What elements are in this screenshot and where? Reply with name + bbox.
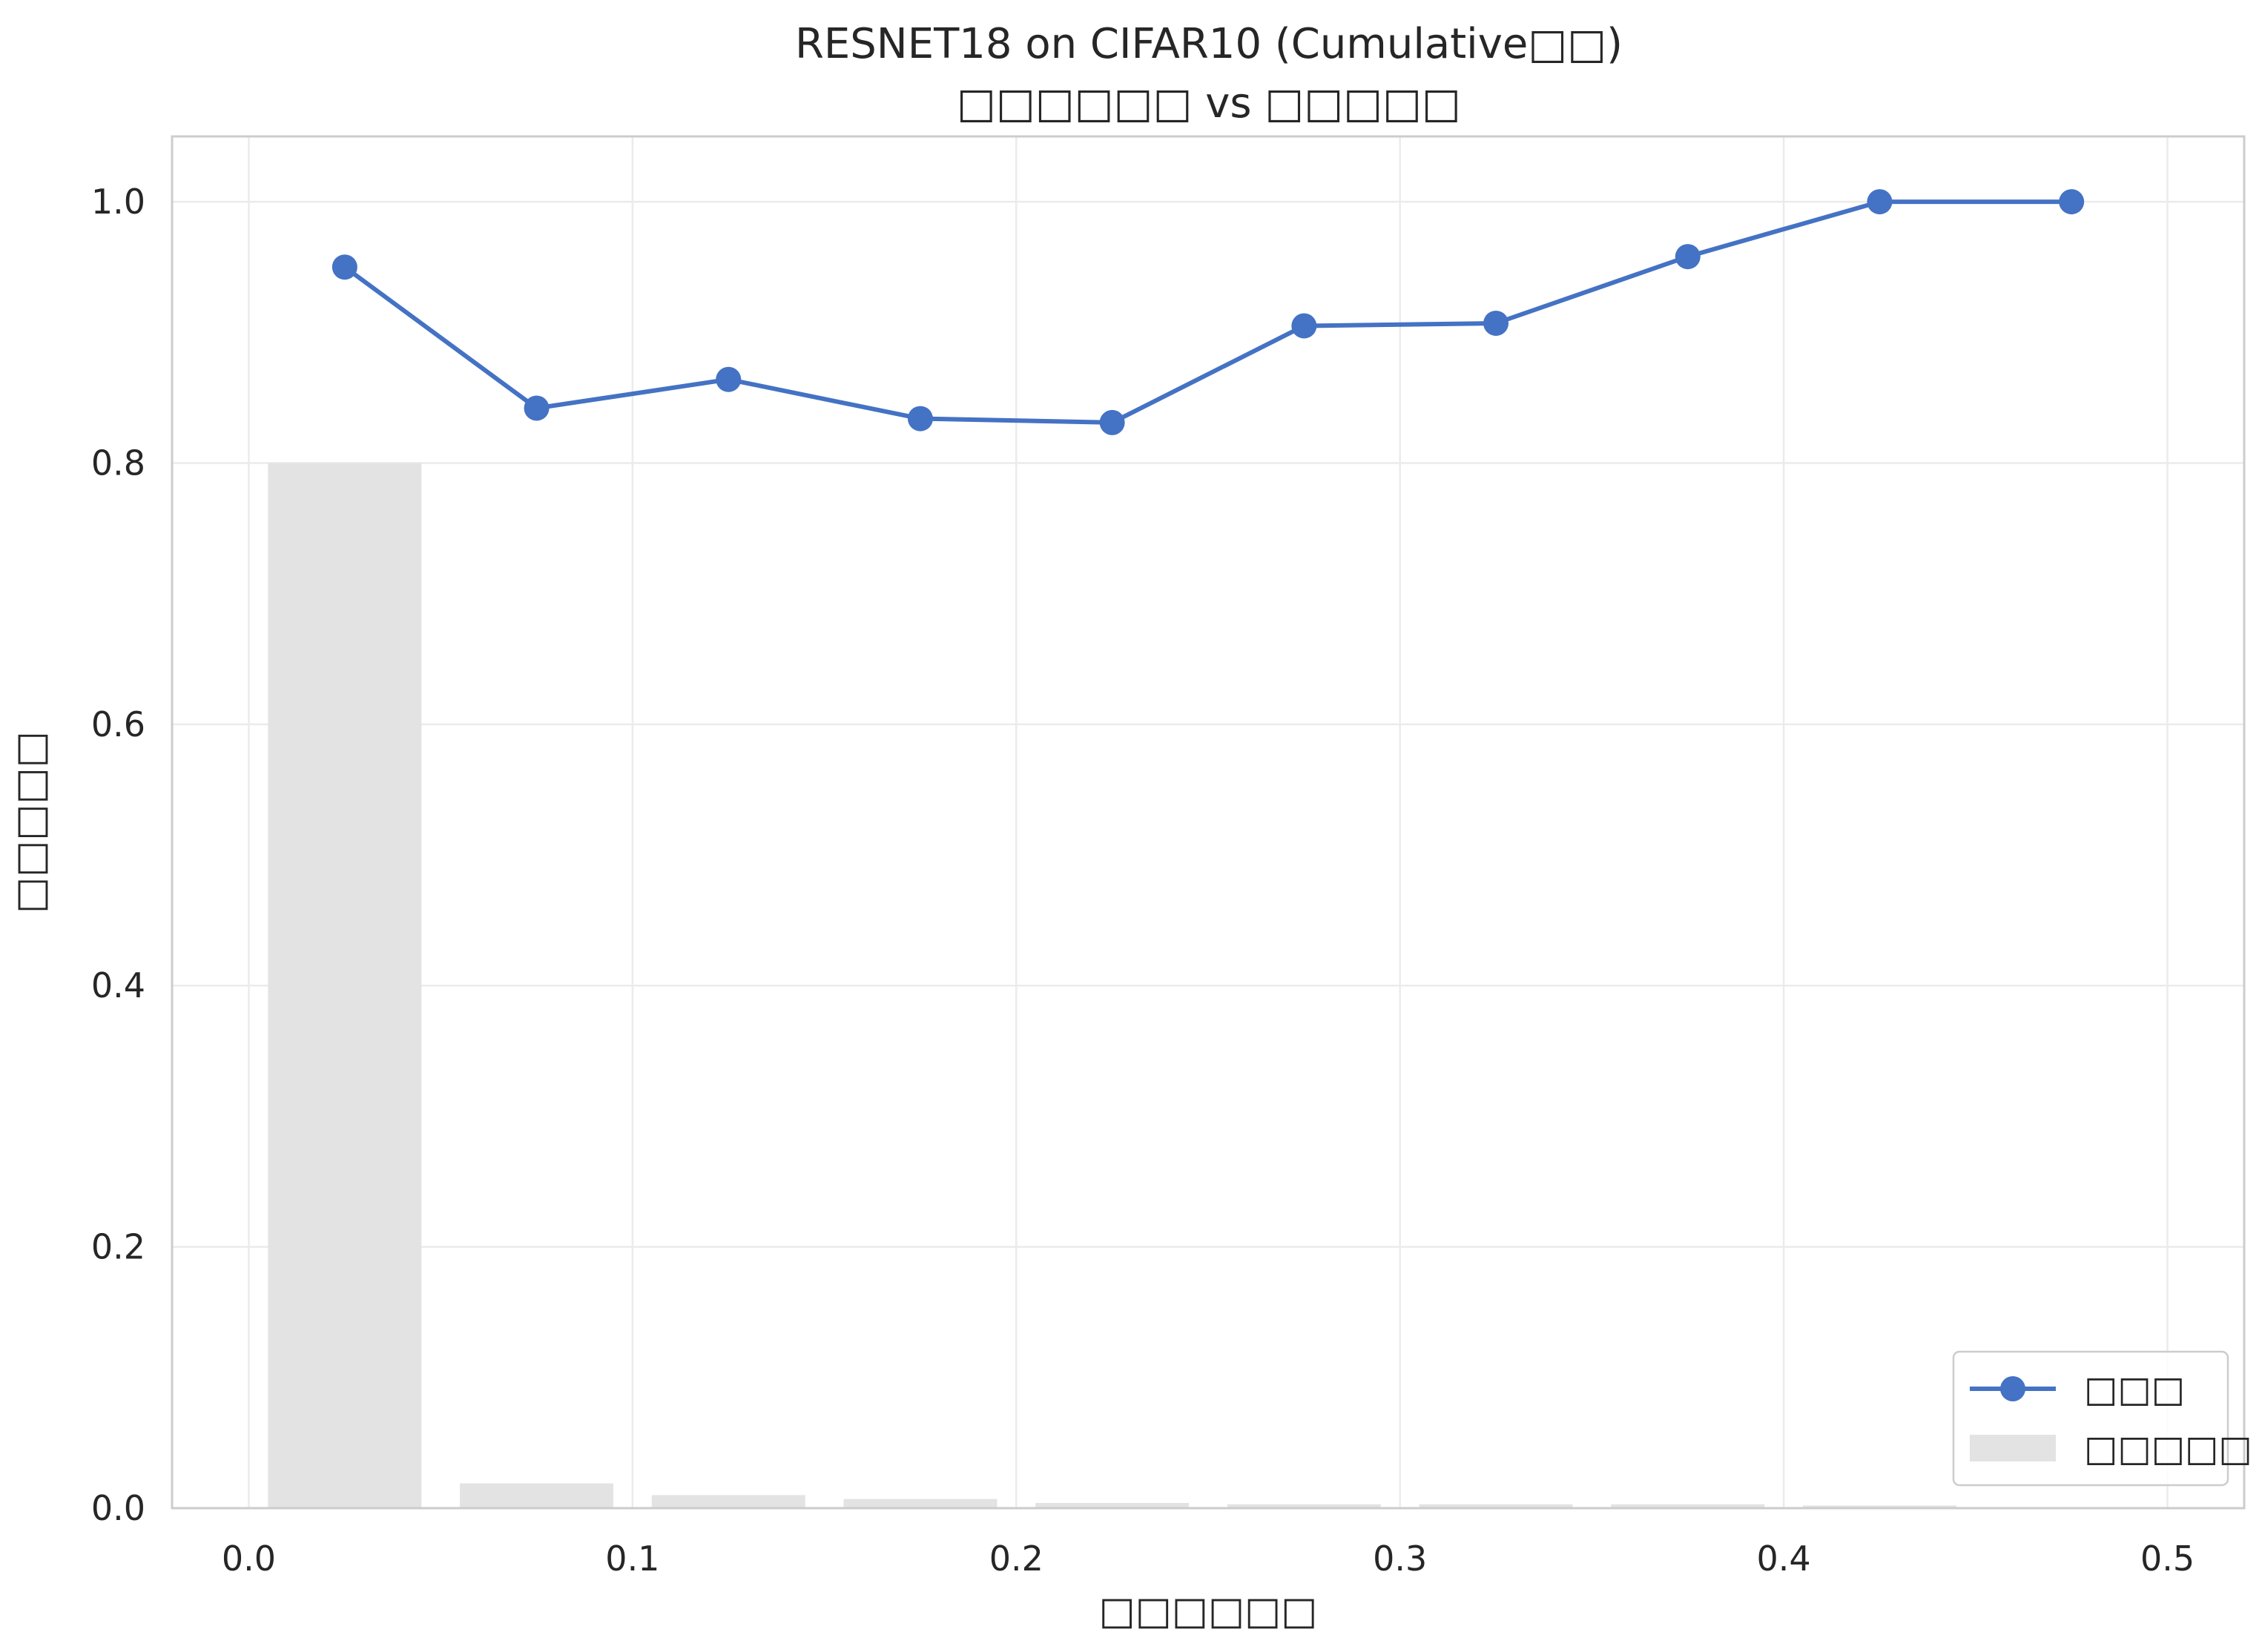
legend-bar-label: □□□□□ <box>2084 1428 2252 1470</box>
plot-frame <box>171 135 2246 1510</box>
bar <box>268 463 422 1508</box>
plot-area <box>171 135 2246 1510</box>
y-tick-label: 0.4 <box>91 965 145 1005</box>
bar <box>651 1495 805 1508</box>
data-point <box>524 395 550 421</box>
bar <box>1419 1504 1573 1508</box>
data-point <box>716 366 742 392</box>
y-tick-label: 0.6 <box>91 704 145 744</box>
plot-background <box>172 136 2244 1508</box>
y-tick-label: 0.0 <box>91 1488 145 1528</box>
data-point <box>2059 189 2085 215</box>
data-point <box>1867 189 1893 215</box>
data-point <box>332 254 357 280</box>
series-line <box>343 199 2072 425</box>
bar-series <box>268 463 1956 1508</box>
x-tick-label: 0.3 <box>1373 1539 1427 1579</box>
x-tick-label: 0.4 <box>1757 1539 1811 1579</box>
y-axis-ticks: 0.0 0.2 0.4 0.6 0.8 1.0 <box>91 182 145 1528</box>
bar <box>1802 1505 1956 1508</box>
y-axis-label: □□□□□ <box>8 731 53 913</box>
chart-title-line2: □□□□□□ vs □□□□□ <box>957 79 1461 128</box>
chart-title-line1: RESNET18 on CIFAR10 (Cumulative□□) <box>795 20 1623 68</box>
data-point <box>907 406 933 432</box>
bar <box>843 1499 998 1508</box>
x-tick-label: 0.0 <box>222 1539 276 1579</box>
legend-line-marker <box>2000 1376 2025 1401</box>
legend-line-label: □□□ <box>2084 1369 2185 1410</box>
x-tick-label: 0.2 <box>989 1539 1043 1579</box>
data-point <box>1099 409 1125 435</box>
bar <box>460 1483 614 1508</box>
legend: □□□ □□□□□ <box>1952 1350 2252 1487</box>
bar <box>1227 1504 1381 1508</box>
line-series <box>332 189 2085 435</box>
x-axis-ticks: 0.0 0.1 0.2 0.3 0.4 0.5 <box>222 1539 2195 1579</box>
x-tick-label: 0.5 <box>2140 1539 2195 1579</box>
bar <box>1611 1504 1765 1508</box>
y-tick-label: 0.8 <box>91 443 145 483</box>
legend-bar-swatch <box>1970 1435 2056 1461</box>
grid-lines <box>172 136 2244 1510</box>
y-tick-label: 1.0 <box>91 182 145 222</box>
bar <box>1035 1502 1190 1508</box>
data-point <box>1483 310 1509 336</box>
y-tick-label: 0.2 <box>91 1227 145 1267</box>
x-tick-label: 0.1 <box>605 1539 659 1579</box>
x-axis-label: □□□□□□ <box>1099 1589 1318 1633</box>
data-point <box>1291 313 1317 339</box>
data-point <box>1675 244 1701 270</box>
